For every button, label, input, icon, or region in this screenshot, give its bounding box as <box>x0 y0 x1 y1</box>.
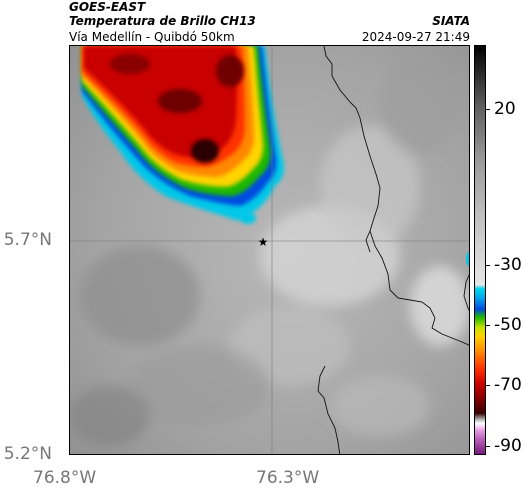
gray-texture <box>70 56 469 446</box>
cb-label-minus70: -70 <box>494 375 522 395</box>
cb-tick-minus30 <box>485 265 490 266</box>
star-icon[interactable]: ★ <box>258 235 269 249</box>
route-label: Vía Medellín - Quibdó 50km <box>69 30 235 44</box>
cb-tick-minus90 <box>485 446 490 447</box>
ytick-5-2: 5.2°N <box>3 444 52 464</box>
xtick-76-3: 76.3°W <box>256 468 320 488</box>
cb-tick-minus70 <box>485 385 490 386</box>
admin-boundary <box>317 46 469 454</box>
cb-label-20: 20 <box>494 99 516 119</box>
temperature-colorbar <box>474 45 486 455</box>
cb-tick-minus50 <box>485 325 490 326</box>
satellite-title: GOES-EAST <box>69 0 146 14</box>
cloud-fragment <box>466 251 469 267</box>
convective-cloud <box>82 46 284 224</box>
cb-label-minus90: -90 <box>494 436 522 456</box>
xtick-76-8: 76.8°W <box>33 468 97 488</box>
cb-label-minus30: -30 <box>494 255 522 275</box>
satellite-map[interactable]: ★ <box>69 45 470 455</box>
cb-label-minus50: -50 <box>494 315 522 335</box>
product-title: Temperatura de Brillo CH13 <box>69 14 256 28</box>
timestamp-label: 2024-09-27 21:49 <box>361 30 470 44</box>
organization-label: SIATA <box>432 14 470 28</box>
cb-tick-20 <box>485 109 490 110</box>
ytick-5-7: 5.7°N <box>3 230 52 250</box>
